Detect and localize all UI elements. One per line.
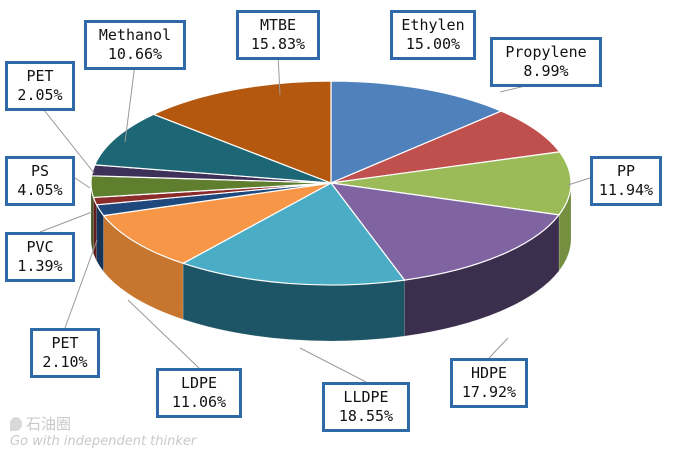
label-name: PP <box>616 162 636 180</box>
label-pet-9: PET 2.05% <box>5 61 75 111</box>
label-value: 1.39% <box>17 257 63 275</box>
label-lldpe-4: LLDPE 18.55% <box>322 382 410 432</box>
label-name: Methanol <box>98 26 172 44</box>
label-name: PS <box>30 162 50 180</box>
slice-hdpe-3 <box>330 182 560 281</box>
leader-line-methanol-10 <box>124 63 136 143</box>
label-pp-2: PP 11.94% <box>590 156 662 206</box>
leader-line-pet-6 <box>64 239 98 329</box>
label-value: 10.66% <box>107 45 163 63</box>
slice-pp-2 <box>330 151 572 216</box>
leader-line-pvc-7 <box>39 211 93 233</box>
droplet-icon <box>10 417 22 431</box>
label-value: 15.00% <box>405 35 461 53</box>
label-value: 2.10% <box>42 353 88 371</box>
slice-propylene-1 <box>330 110 561 184</box>
slice-ldpe-5 <box>103 182 332 264</box>
label-name: Ethylen <box>401 16 465 34</box>
watermark-logo: 石油圈 <box>10 413 196 434</box>
leader-line-lldpe-4 <box>299 347 367 383</box>
label-value: 8.99% <box>523 62 569 80</box>
label-pet-6: PET 2.10% <box>30 328 100 378</box>
leader-line-pp-2 <box>567 177 591 186</box>
label-value: 17.92% <box>461 383 517 401</box>
label-hdpe-3: HDPE 17.92% <box>450 358 528 408</box>
slice-side-pvc-7 <box>93 197 97 261</box>
slice-methanol-10 <box>94 113 332 184</box>
label-name: LDPE <box>180 374 218 392</box>
watermark-tagline: Go with independent thinker <box>10 434 197 449</box>
label-propylene-1: Propylene 8.99% <box>490 37 602 87</box>
slice-mtbe-11 <box>152 80 332 184</box>
label-name: PET <box>51 334 79 352</box>
label-ps-8: PS 4.05% <box>5 156 75 206</box>
label-value: 18.55% <box>338 407 394 425</box>
watermark-logo-text: 石油圈 <box>26 415 72 433</box>
watermark: 石油圈 Go with independent thinker <box>10 413 196 449</box>
label-name: PET <box>26 67 54 85</box>
label-value: 11.06% <box>171 393 227 411</box>
label-ldpe-5: LDPE 11.06% <box>156 368 242 418</box>
label-value: 11.94% <box>598 181 654 199</box>
slice-ethylen-0 <box>330 80 502 184</box>
leader-line-ldpe-5 <box>127 299 200 369</box>
label-ethylen-0: Ethylen 15.00% <box>390 10 476 60</box>
label-name: MTBE <box>259 16 297 34</box>
label-name: Propylene <box>505 43 587 61</box>
leader-line-ps-8 <box>74 177 91 189</box>
label-pvc-7: PVC 1.39% <box>5 232 75 282</box>
label-name: PVC <box>26 238 54 256</box>
slice-lldpe-4 <box>182 182 406 286</box>
label-value: 4.05% <box>17 181 63 199</box>
label-value: 2.05% <box>17 86 63 104</box>
label-value: 15.83% <box>250 35 306 53</box>
leader-line-pet-9 <box>39 104 95 174</box>
label-name: LLDPE <box>343 388 389 406</box>
label-methanol-10: Methanol 10.66% <box>84 20 186 70</box>
leader-line-hdpe-3 <box>488 337 509 359</box>
label-mtbe-11: MTBE 15.83% <box>236 10 320 60</box>
leader-line-mtbe-11 <box>277 53 281 96</box>
label-name: HDPE <box>470 364 508 382</box>
